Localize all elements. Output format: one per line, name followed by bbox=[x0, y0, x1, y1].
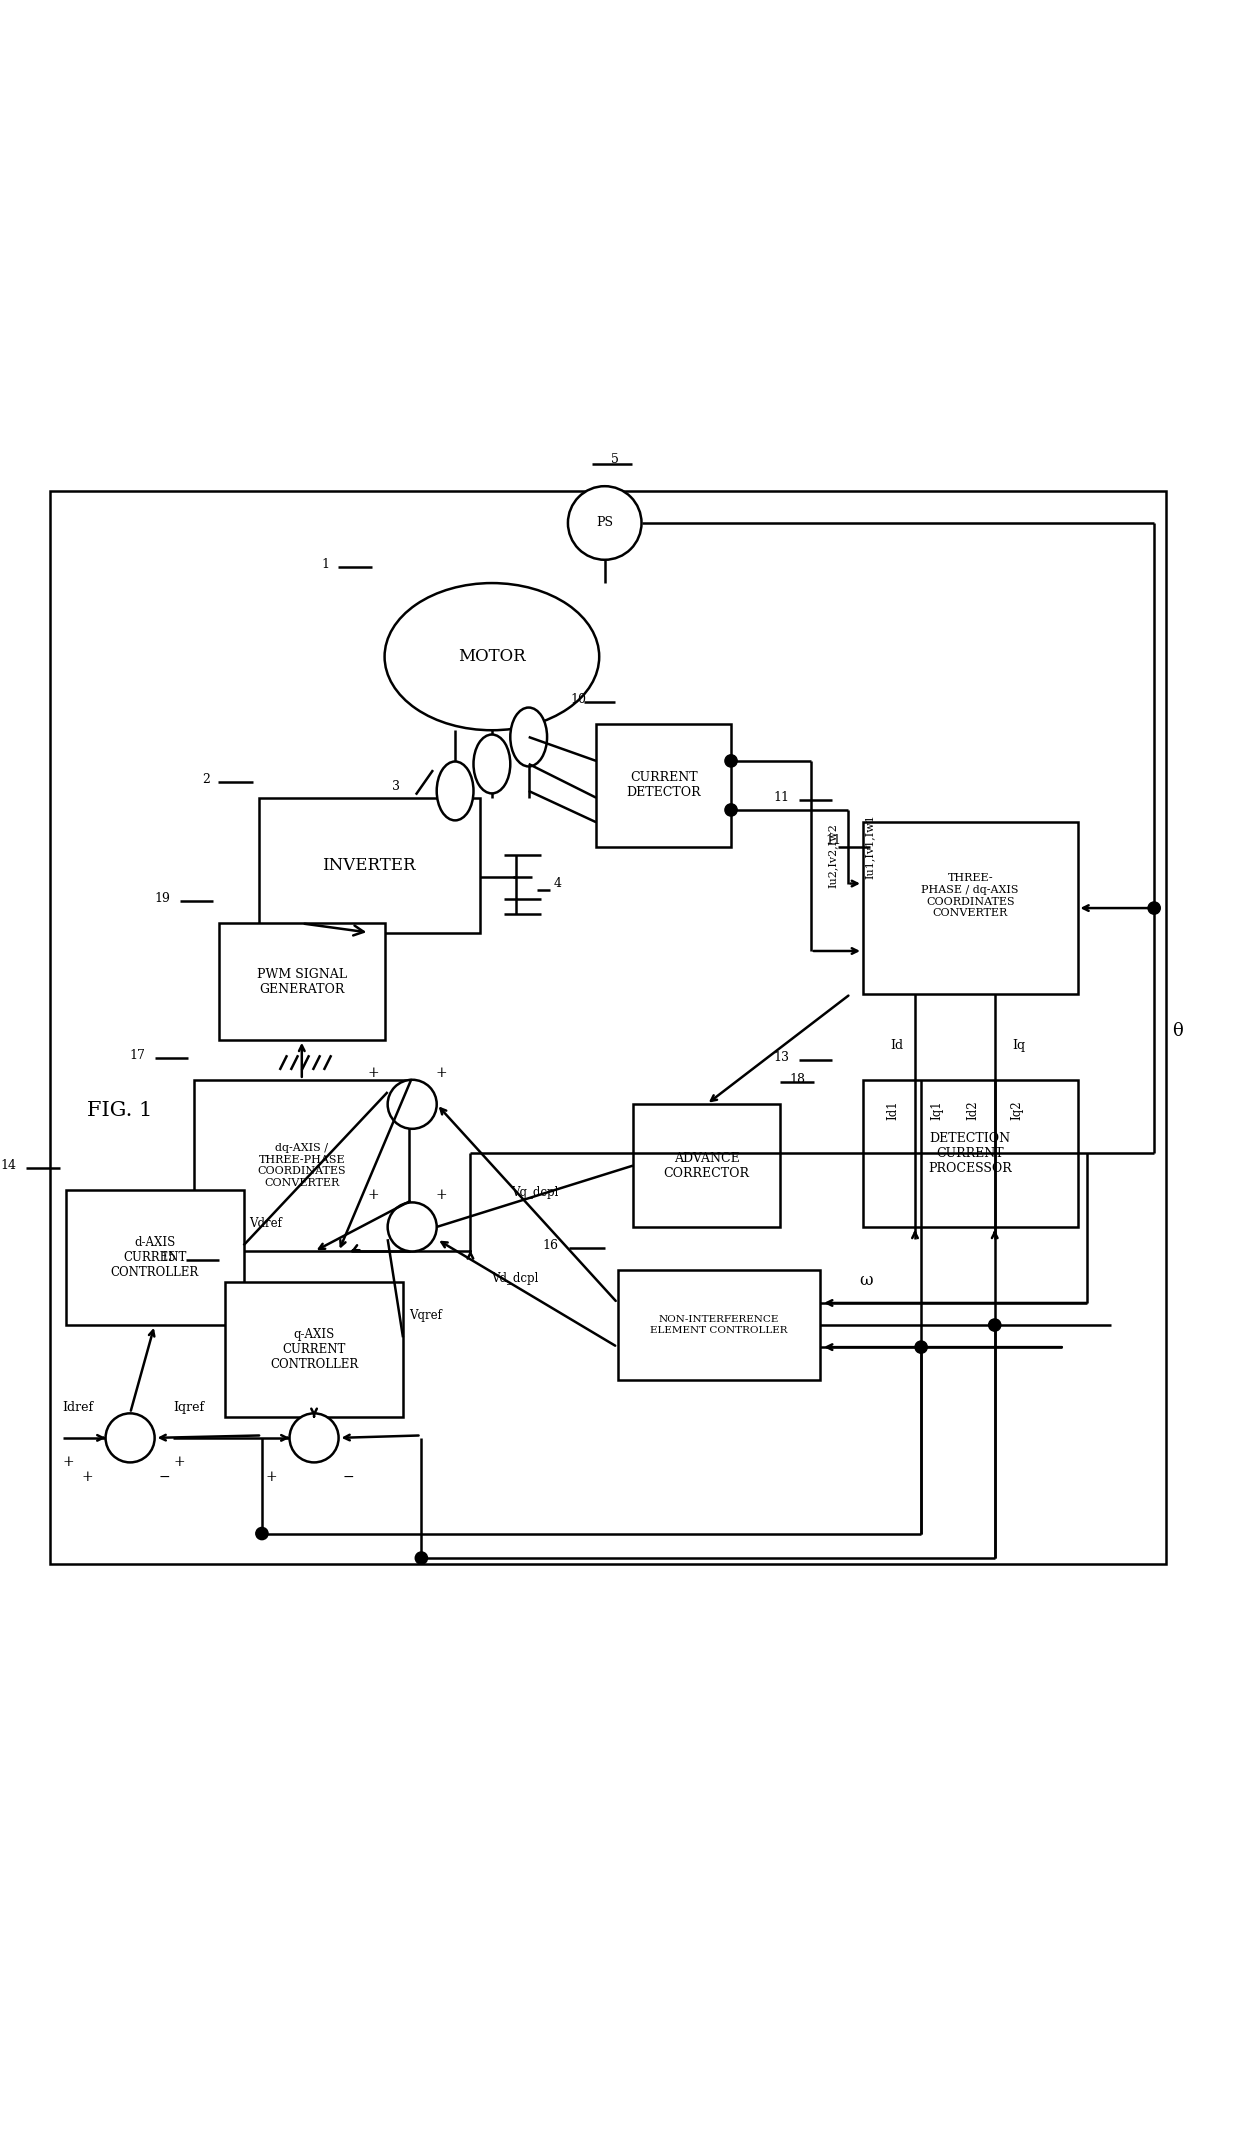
Bar bbox=[632, 1104, 780, 1228]
Text: ω: ω bbox=[859, 1272, 873, 1290]
Text: CURRENT
DETECTOR: CURRENT DETECTOR bbox=[626, 771, 701, 798]
Text: 18: 18 bbox=[790, 1074, 806, 1087]
Text: MOTOR: MOTOR bbox=[458, 649, 526, 666]
Bar bbox=[863, 822, 1078, 995]
Bar bbox=[618, 1270, 820, 1379]
Circle shape bbox=[255, 1527, 268, 1539]
Ellipse shape bbox=[436, 762, 474, 820]
Text: Iq: Iq bbox=[1013, 1040, 1025, 1053]
Bar bbox=[226, 1283, 403, 1418]
Bar bbox=[596, 724, 732, 848]
Circle shape bbox=[1148, 901, 1161, 914]
Text: 1: 1 bbox=[321, 557, 330, 572]
Text: +: + bbox=[82, 1469, 93, 1484]
Text: 11: 11 bbox=[826, 835, 842, 848]
Circle shape bbox=[415, 1552, 428, 1565]
Text: 19: 19 bbox=[154, 892, 170, 905]
Circle shape bbox=[289, 1413, 339, 1462]
Text: Id: Id bbox=[890, 1040, 903, 1053]
Text: Vd_dcpl: Vd_dcpl bbox=[491, 1272, 538, 1285]
Text: Iu2,Iv2,Iw2: Iu2,Iv2,Iw2 bbox=[828, 824, 838, 888]
Bar bbox=[51, 491, 1167, 1565]
Text: +: + bbox=[367, 1065, 378, 1080]
Text: 14: 14 bbox=[1, 1159, 16, 1172]
Bar bbox=[259, 798, 480, 933]
Text: PWM SIGNAL
GENERATOR: PWM SIGNAL GENERATOR bbox=[257, 967, 347, 995]
Circle shape bbox=[105, 1413, 155, 1462]
Text: 4: 4 bbox=[553, 877, 562, 890]
Text: q-AXIS
CURRENT
CONTROLLER: q-AXIS CURRENT CONTROLLER bbox=[270, 1328, 358, 1371]
Ellipse shape bbox=[384, 583, 599, 730]
Text: +: + bbox=[63, 1456, 74, 1469]
Text: 15: 15 bbox=[160, 1251, 176, 1264]
Text: +: + bbox=[174, 1456, 185, 1469]
Text: THREE-
PHASE / dq-AXIS
COORDINATES
CONVERTER: THREE- PHASE / dq-AXIS COORDINATES CONVE… bbox=[921, 873, 1019, 918]
Text: Idref: Idref bbox=[63, 1401, 94, 1413]
Ellipse shape bbox=[474, 734, 511, 794]
Text: Iq1: Iq1 bbox=[930, 1102, 944, 1121]
Text: −: − bbox=[159, 1469, 170, 1484]
Text: 2: 2 bbox=[202, 773, 210, 786]
Text: 3: 3 bbox=[392, 779, 401, 792]
Text: θ: θ bbox=[1173, 1023, 1183, 1040]
Text: Iu1,Iv1,Iw1: Iu1,Iv1,Iw1 bbox=[864, 813, 874, 880]
Circle shape bbox=[568, 487, 641, 559]
Circle shape bbox=[988, 1319, 1001, 1332]
Text: DETECTION
CURRENT
PROCESSOR: DETECTION CURRENT PROCESSOR bbox=[929, 1132, 1012, 1174]
Text: Vq_dcpl: Vq_dcpl bbox=[511, 1187, 558, 1200]
Text: 16: 16 bbox=[543, 1238, 559, 1251]
Circle shape bbox=[388, 1202, 436, 1251]
Text: Iq2: Iq2 bbox=[1011, 1102, 1023, 1121]
Text: Id2: Id2 bbox=[966, 1102, 980, 1121]
Text: 11: 11 bbox=[774, 792, 790, 805]
Text: FIG. 1: FIG. 1 bbox=[87, 1102, 153, 1121]
Text: 5: 5 bbox=[610, 453, 619, 465]
Text: Iqref: Iqref bbox=[174, 1401, 205, 1413]
Text: Id1: Id1 bbox=[887, 1102, 899, 1121]
Text: Vdref: Vdref bbox=[249, 1217, 281, 1230]
Text: 17: 17 bbox=[129, 1048, 145, 1061]
Text: d-AXIS
CURRENT
CONTROLLER: d-AXIS CURRENT CONTROLLER bbox=[110, 1236, 198, 1279]
Text: Vqref: Vqref bbox=[409, 1309, 441, 1322]
Ellipse shape bbox=[511, 707, 547, 766]
Circle shape bbox=[915, 1341, 928, 1354]
Text: 13: 13 bbox=[774, 1050, 790, 1063]
Text: +: + bbox=[367, 1189, 378, 1202]
Bar bbox=[219, 924, 384, 1040]
Bar bbox=[66, 1189, 243, 1326]
Text: +: + bbox=[265, 1469, 278, 1484]
Text: NON-INTERFERENCE
ELEMENT CONTROLLER: NON-INTERFERENCE ELEMENT CONTROLLER bbox=[650, 1315, 787, 1334]
Text: dq-AXIS /
THREE-PHASE
COORDINATES
CONVERTER: dq-AXIS / THREE-PHASE COORDINATES CONVER… bbox=[258, 1142, 346, 1187]
Text: ADVANCE
CORRECTOR: ADVANCE CORRECTOR bbox=[663, 1151, 749, 1181]
Text: PS: PS bbox=[596, 517, 614, 529]
Circle shape bbox=[388, 1080, 436, 1129]
Bar bbox=[863, 1080, 1078, 1228]
Circle shape bbox=[725, 756, 737, 766]
Text: −: − bbox=[342, 1469, 353, 1484]
Text: +: + bbox=[435, 1189, 448, 1202]
Text: +: + bbox=[435, 1065, 448, 1080]
Text: 10: 10 bbox=[570, 694, 587, 707]
Circle shape bbox=[725, 803, 737, 816]
Bar bbox=[195, 1080, 409, 1251]
Text: INVERTER: INVERTER bbox=[322, 856, 415, 873]
